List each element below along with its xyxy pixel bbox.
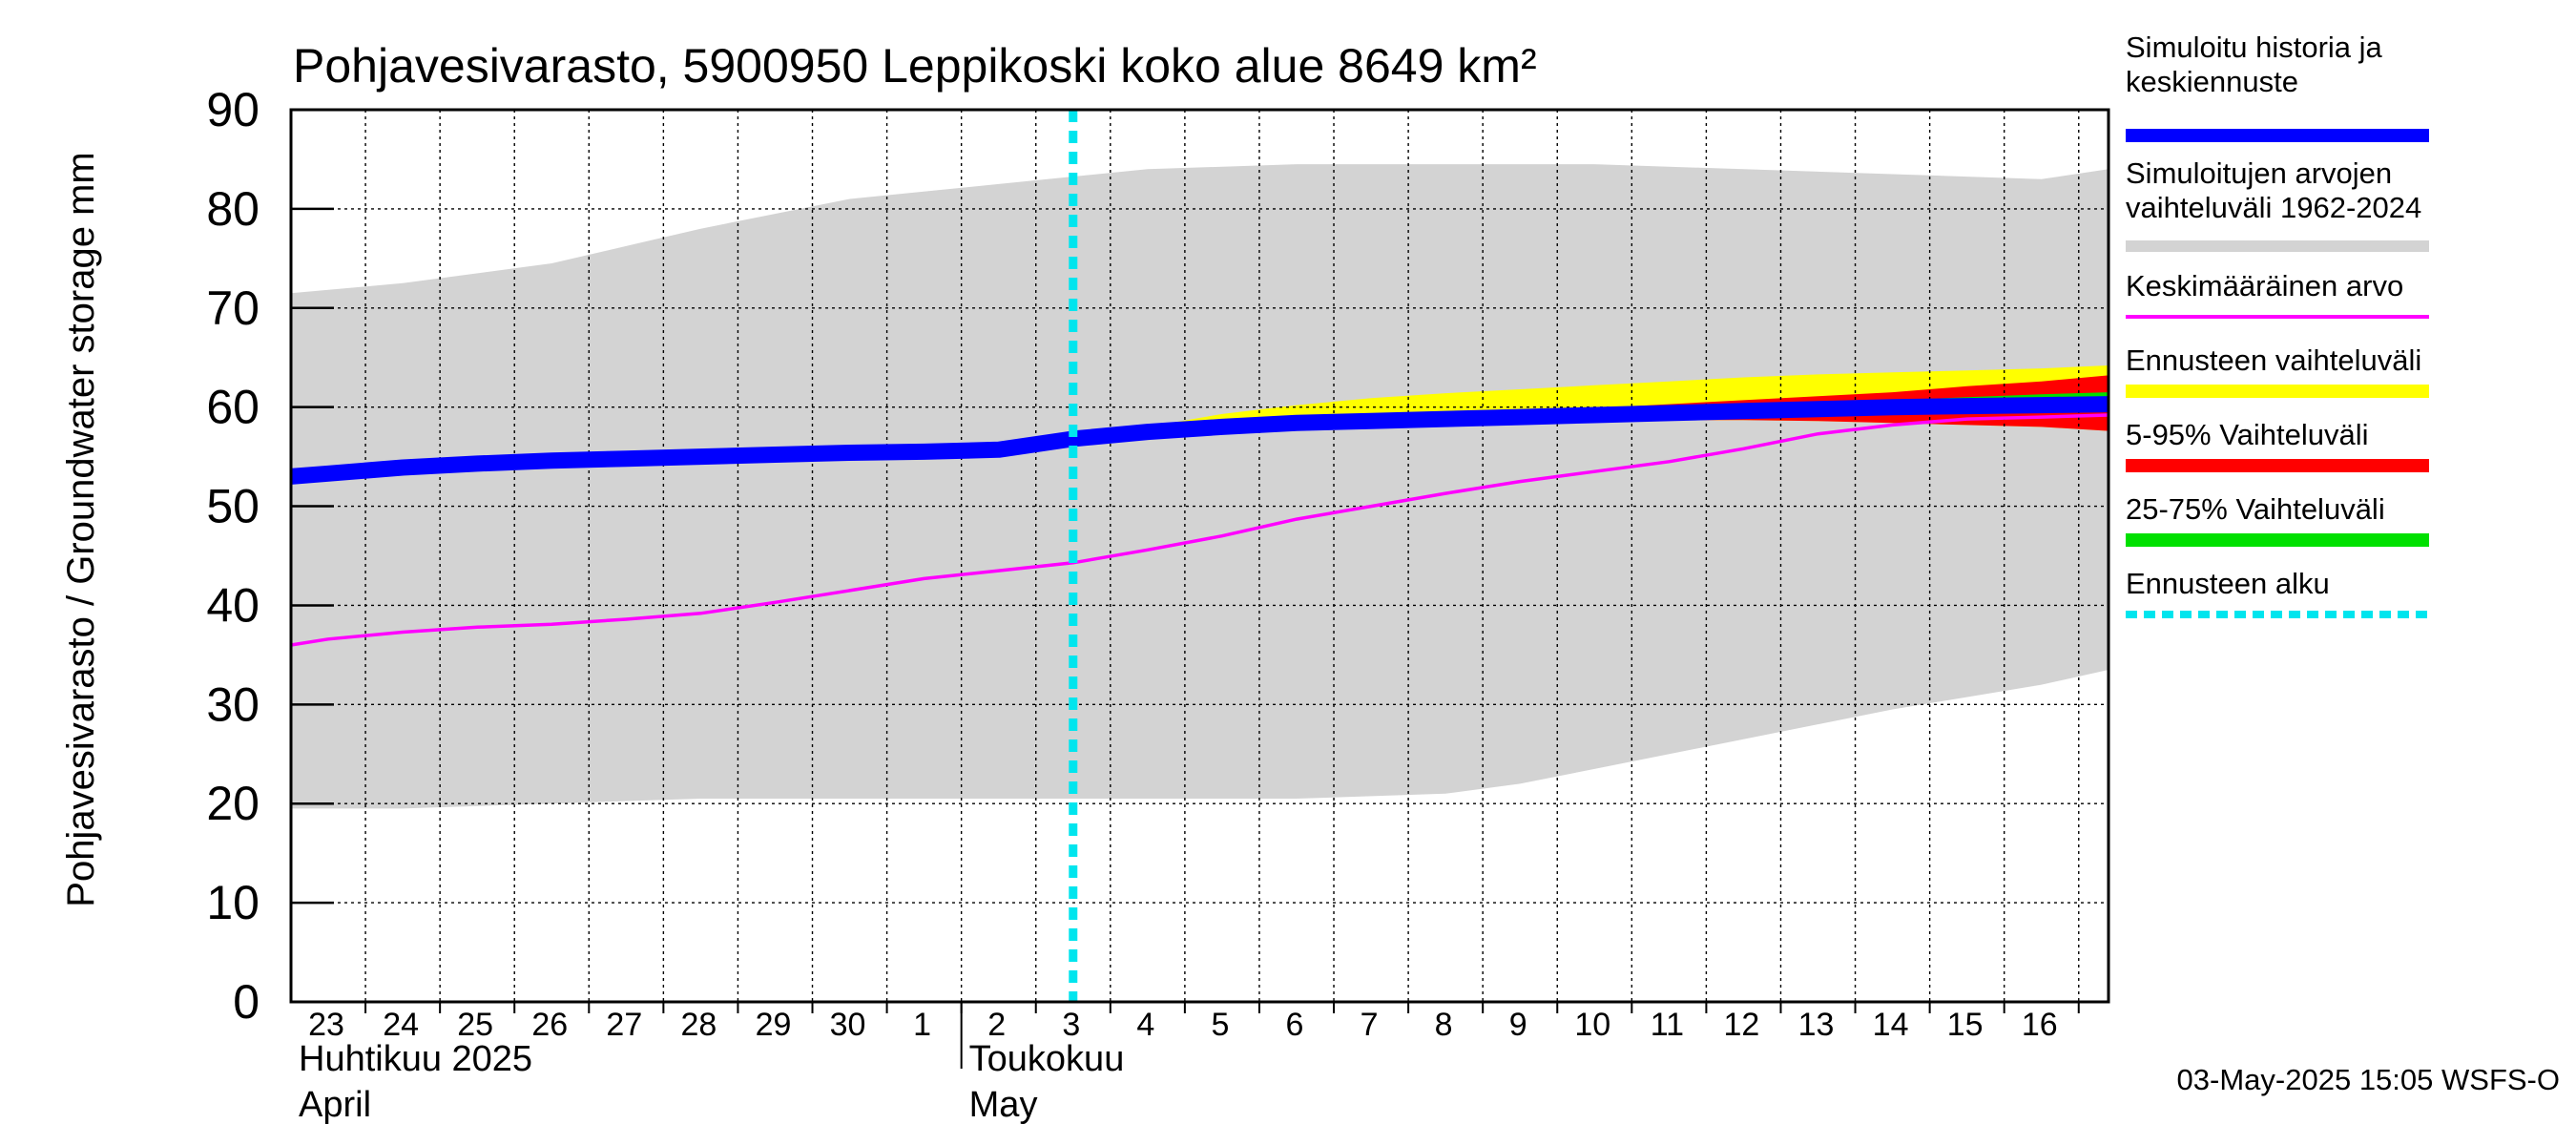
x-tick-label: 3 (1062, 1007, 1080, 1043)
x-tick-label: 29 (756, 1007, 792, 1043)
legend-label: Ennusteen alku (2126, 567, 2330, 600)
x-tick-label: 10 (1574, 1007, 1610, 1043)
x-tick-label: 6 (1286, 1007, 1304, 1043)
x-tick-label: 24 (383, 1007, 419, 1043)
x-tick-label: 4 (1136, 1007, 1154, 1043)
legend-label: vaihteluväli 1962-2024 (2126, 191, 2421, 224)
line-layer (290, 110, 2109, 1002)
y-tick-label: 80 (206, 182, 260, 236)
x-tick-label: 7 (1361, 1007, 1379, 1043)
y-tick-label: 20 (206, 777, 260, 830)
y-axis-label: Pohjavesivarasto / Groundwater storage m… (60, 152, 102, 906)
month-label-en: April (299, 1085, 371, 1125)
y-tick-label: 40 (206, 578, 260, 632)
x-tick-label: 8 (1435, 1007, 1453, 1043)
x-tick-label: 28 (680, 1007, 717, 1043)
x-tick-label: 23 (308, 1007, 344, 1043)
legend-label: Keskimääräinen arvo (2126, 269, 2403, 302)
month-label-en: May (969, 1085, 1038, 1125)
series-layer (291, 164, 2109, 809)
y-tick-label: 10 (206, 876, 260, 929)
x-tick-label: 27 (606, 1007, 642, 1043)
x-tick-label: 1 (913, 1007, 931, 1043)
y-tick-label: 60 (206, 381, 260, 434)
x-tick-label: 5 (1211, 1007, 1229, 1043)
simulated-history-line (290, 396, 2109, 485)
legend-label: Simuloitu historia ja (2126, 31, 2383, 64)
x-tick-label: 11 (1651, 1007, 1684, 1043)
x-tick-label: 16 (2022, 1007, 2058, 1043)
x-tick-label: 9 (1509, 1007, 1527, 1043)
historical-range-band (291, 164, 2109, 809)
plot-frame (289, 108, 2110, 1004)
x-tick-label: 15 (1947, 1007, 1984, 1043)
y-tick-label: 50 (206, 480, 260, 533)
legend-label: 25-75% Vaihteluväli (2126, 492, 2385, 526)
y-tick-label: 70 (206, 281, 260, 335)
x-tick-label: 13 (1798, 1007, 1835, 1043)
y-tick-label: 0 (233, 975, 260, 1029)
x-tick-label: 14 (1873, 1007, 1909, 1043)
chart-title: Pohjavesivarasto, 5900950 Leppikoski kok… (293, 39, 1537, 93)
x-tick-label: 30 (830, 1007, 866, 1043)
y-tick-label: 30 (206, 677, 260, 731)
legend-label: Ennusteen vaihteluväli (2126, 344, 2421, 377)
mean-value-line (290, 413, 2109, 647)
x-tick-label: 25 (457, 1007, 493, 1043)
x-tick-label: 26 (531, 1007, 568, 1043)
timestamp-footer: 03-May-2025 15:05 WSFS-O (2177, 1063, 2560, 1096)
grid-layer (291, 110, 2109, 1002)
legend-label: 5-95% Vaihteluväli (2126, 418, 2368, 451)
legend-label: Simuloitujen arvojen (2126, 156, 2392, 190)
month-label-fi: Toukokuu (969, 1039, 1125, 1079)
x-tick-label: 2 (987, 1007, 1006, 1043)
legend-label: keskiennuste (2126, 65, 2298, 98)
month-label-fi: Huhtikuu 2025 (299, 1039, 532, 1079)
y-tick-label: 90 (206, 83, 260, 136)
x-tick-label: 12 (1724, 1007, 1760, 1043)
